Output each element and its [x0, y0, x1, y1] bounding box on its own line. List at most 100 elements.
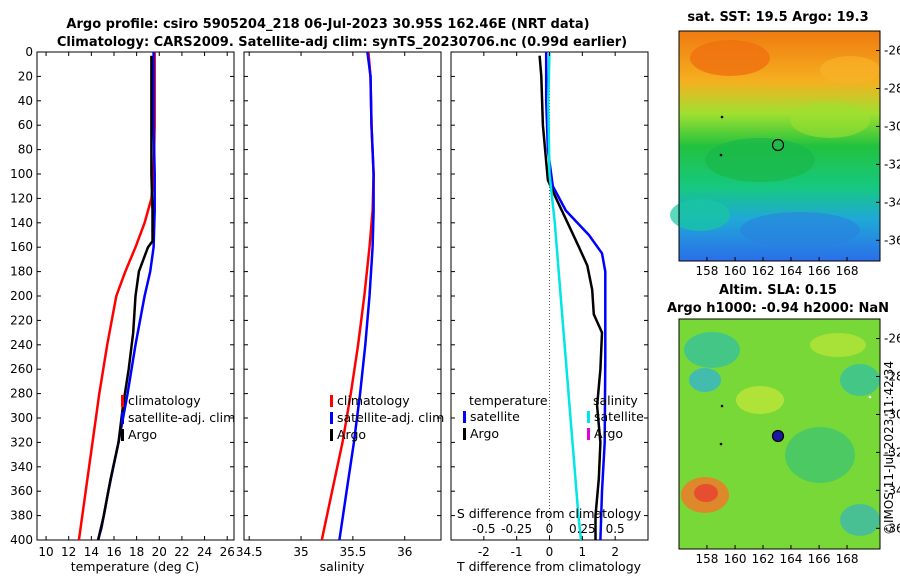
- x-tick-label: 18: [129, 545, 144, 559]
- float-dot: [719, 442, 723, 446]
- legend-climatology: climatology: [337, 393, 410, 408]
- map-y-tick-label: -28: [884, 370, 900, 384]
- x-tick-label: -1: [511, 545, 523, 559]
- map-x-tick-label: 158: [695, 552, 718, 566]
- map-y-tick-label: -26: [884, 44, 900, 58]
- legend-swatch-t-satellite: [463, 411, 466, 423]
- x2-tick-label: 0.25: [569, 522, 596, 536]
- difference-x2label: S difference from climatology: [457, 506, 642, 521]
- depth-tick-label: 280: [10, 387, 33, 401]
- temperature-xlabel: temperature (deg C): [71, 559, 200, 574]
- depth-tick-label: 340: [10, 460, 33, 474]
- map-y-tick-label: -30: [884, 407, 900, 421]
- depth-axis-ticks: 0 20 40 60 80 100 120 140 160 180 200 220 240 260 280 3…: [10, 45, 648, 547]
- sla-map-ticks: -26 -28 -30 -32 -34 -36 158 160 162 164 166 168: [695, 332, 900, 566]
- series-line-s-satellite: [546, 52, 583, 540]
- depth-tick-label: 380: [10, 509, 33, 523]
- map-x-tick-label: 160: [724, 264, 747, 278]
- legend-swatch-satellite: [330, 412, 333, 424]
- temperature-series: [77, 52, 156, 540]
- float-dot: [720, 404, 724, 408]
- salinity-legend: climatology satellite-adj. clim Argo: [330, 393, 444, 442]
- x-tick-label: 26: [220, 545, 235, 559]
- depth-tick-label: 160: [10, 240, 33, 254]
- legend-s-argo: Argo: [594, 426, 623, 441]
- series-line-t-satellite: [544, 52, 607, 540]
- sst-cool-patch: [670, 199, 730, 231]
- map-y-tick-label: -28: [884, 82, 900, 96]
- legend-climatology: climatology: [128, 393, 201, 408]
- legend-satellite: satellite-adj. clim: [337, 410, 444, 425]
- series-line-climatology: [320, 52, 375, 540]
- difference-series: [538, 52, 607, 540]
- map-x-tick-label: 168: [836, 264, 859, 278]
- depth-tick-label: 220: [10, 313, 33, 327]
- float-dot: [720, 115, 724, 119]
- sst-mid-patch: [705, 138, 815, 182]
- map-y-tick-label: -32: [884, 157, 900, 171]
- legend-t-argo: Argo: [470, 426, 499, 441]
- sla-map-title1: Altim. SLA: 0.15: [719, 283, 837, 298]
- depth-tick-label: 60: [18, 118, 33, 132]
- depth-tick-label: 400: [10, 533, 33, 547]
- series-line-t-argo: [538, 55, 604, 540]
- legend-argo: Argo: [337, 427, 366, 442]
- figure-title-line1: Argo profile: csiro 5905204_218 06-Jul-2…: [66, 17, 589, 32]
- depth-tick-label: 100: [10, 167, 33, 181]
- sst-map-ticks: -26 -28 -30 -32 -34 -36 158 160 162 164 166 168: [695, 44, 900, 278]
- map-y-tick-label: -34: [884, 195, 900, 209]
- x-tick-label: 0: [546, 545, 554, 559]
- salinity-xlabel: salinity: [320, 559, 365, 574]
- sla-low-patch: [840, 364, 880, 396]
- map-x-tick-label: 166: [808, 552, 831, 566]
- sst-map: [670, 30, 881, 262]
- map-y-tick-label: -36: [884, 521, 900, 535]
- legend-swatch-climatology: [330, 395, 333, 407]
- difference-legend: temperature satellite Argo salinity sate…: [463, 393, 644, 441]
- depth-tick-label: 80: [18, 143, 33, 157]
- map-x-tick-label: 166: [808, 264, 831, 278]
- legend-salinity-title: salinity: [593, 393, 638, 408]
- map-x-tick-label: 158: [695, 264, 718, 278]
- x-tick-label: 14: [84, 545, 99, 559]
- sla-high-patch: [694, 484, 718, 502]
- x-tick-label: 16: [106, 545, 121, 559]
- legend-satellite: satellite-adj. clim: [128, 410, 235, 425]
- depth-tick-label: 0: [25, 45, 33, 59]
- depth-tick-label: 140: [10, 216, 33, 230]
- series-line-satellite-adj-clim: [338, 52, 375, 540]
- imos-watermark: ©IMOS 11-Jul-2023 11:42:34: [882, 361, 896, 535]
- map-x-tick-label: 164: [780, 552, 803, 566]
- salinity-series: [320, 52, 375, 540]
- map-y-tick-label: -26: [884, 332, 900, 346]
- legend-s-satellite: satellite: [594, 409, 644, 424]
- argo-location-marker: [771, 429, 785, 443]
- x-tick-label: 34.5: [236, 545, 263, 559]
- sst-map-frame: [678, 30, 881, 262]
- depth-tick-label: 40: [18, 94, 33, 108]
- map-y-tick-label: -34: [884, 483, 900, 497]
- legend-temperature-title: temperature: [469, 393, 548, 408]
- depth-tick-label: 320: [10, 435, 33, 449]
- depth-tick-label: 20: [18, 69, 33, 83]
- x-tick-label: 36: [397, 545, 412, 559]
- sst-map-title: sat. SST: 19.5 Argo: 19.3: [687, 10, 868, 25]
- depth-tick-label: 200: [10, 289, 33, 303]
- map-x-tick-label: 162: [752, 264, 775, 278]
- sst-warm-patch: [820, 56, 880, 84]
- x2-tick-label: 0: [546, 522, 554, 536]
- sla-low-patch: [785, 427, 855, 483]
- x-tick-label: 24: [197, 545, 212, 559]
- sla-map-title2: Argo h1000: -0.94 h2000: NaN: [667, 301, 889, 316]
- float-dot: [719, 153, 723, 157]
- sla-low-patch: [689, 368, 721, 392]
- x-tick-label: 10: [38, 545, 53, 559]
- depth-tick-label: 260: [10, 362, 33, 376]
- legend-swatch-climatology: [121, 395, 124, 407]
- legend-swatch-t-argo: [463, 428, 466, 440]
- x2-tick-label: -0.5: [472, 522, 495, 536]
- legend-swatch-argo: [330, 429, 333, 441]
- sla-low-patch: [684, 332, 740, 368]
- temperature-legend: climatology satellite-adj. clim Argo: [121, 393, 235, 442]
